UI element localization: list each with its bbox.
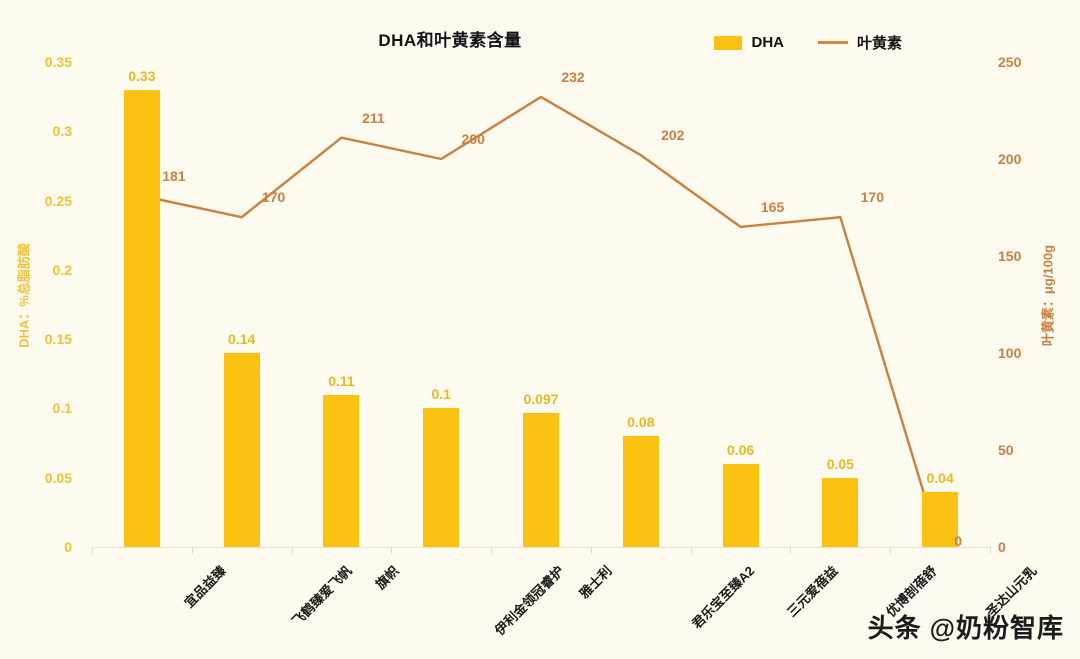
line-value-label: 0 [954,533,963,549]
line-value-label: 211 [362,109,385,126]
bar-value-label: 0.08 [627,414,655,431]
x-axis-tick [890,547,892,554]
bar[interactable] [722,463,759,547]
legend-label-dha: DHA [751,34,784,51]
line-value-label: 202 [661,127,685,144]
watermark-source: 头条 [867,613,922,643]
right-axis-tick-label: 150 [998,248,1022,264]
line-value-label: 170 [860,189,885,206]
bar-value-label: 0.14 [228,331,256,347]
x-axis-category-label[interactable]: 雅士利 [576,563,615,602]
lutein-line-series [141,95,942,548]
x-axis-tick [191,547,193,554]
chart-title: DHA和叶黄素含量 [378,31,522,50]
bar[interactable] [223,353,260,547]
left-axis-tick-label: 0.25 [44,192,72,209]
legend-item-dha[interactable]: DHA [714,34,784,51]
bar[interactable] [523,412,559,547]
left-axis-tick-label: 0.1 [52,400,72,417]
x-axis-category-label[interactable]: 旗帜 [373,563,403,593]
right-axis-tick-label: 250 [998,54,1022,70]
x-axis-tick [291,547,293,554]
line-value-label: 181 [162,167,186,184]
right-axis-tick-label: 50 [998,442,1014,458]
left-axis-tick-label: 0.3 [52,123,72,140]
bar[interactable] [423,408,460,547]
plot-area: 0.33 0.14 0.11 0.1 0.097 0.08 0.06 0.05 0.04 181 1… [92,62,990,549]
bar[interactable] [123,89,160,547]
left-axis-tick-label: 0.35 [44,54,72,70]
bar-value-label: 0.06 [726,441,755,458]
x-axis-category-label[interactable]: 君乐宝至臻A2 [688,563,758,632]
bar[interactable] [922,491,959,547]
line-swatch-icon [817,41,848,44]
x-axis-tick [491,547,493,554]
left-axis-ticks: 0 0.05 0.1 0.15 0.2 0.25 0.3 0.35 [12,0,72,659]
line-value-label: 200 [461,131,485,147]
x-axis-tick [391,547,393,554]
right-axis-tick-label: 200 [998,151,1022,167]
bar[interactable] [622,436,659,547]
x-axis-line [92,547,990,548]
line-value-label: 170 [261,189,286,206]
bar-value-label: 0.097 [523,390,559,407]
bar-value-label: 0.33 [128,67,156,84]
x-axis-category-label[interactable]: 三元爱蓓益 [783,563,841,620]
watermark: 头条 @奶粉智库 [868,608,1064,645]
bar-value-label: 0.05 [826,455,854,472]
bar-value-label: 0.1 [431,386,451,403]
x-axis-category-label[interactable]: 伊利金领冠睿护 [491,563,567,639]
legend-label-lutein: 叶黄素 [856,35,902,52]
x-axis-tick [790,547,792,554]
x-axis-category-label[interactable]: 飞鹤臻爱飞帆 [288,563,355,629]
bar-value-label: 0.04 [926,469,954,486]
x-axis-tick [590,547,592,554]
left-axis-tick-label: 0 [64,539,72,555]
right-axis-ticks: 0 50 100 150 200 250 [998,0,1058,659]
watermark-handle: @奶粉智库 [929,613,1064,643]
x-axis-tick [690,547,692,554]
bar[interactable] [822,477,859,547]
right-axis-tick-label: 0 [998,539,1006,555]
bar-value-label: 0.11 [328,372,355,389]
line-value-label: 165 [760,198,785,215]
left-axis-tick-label: 0.2 [52,261,72,278]
x-axis-category-label[interactable]: 宜品益臻 [181,563,229,611]
right-axis-tick-label: 100 [998,345,1022,361]
bar[interactable] [323,394,360,547]
line-value-label: 232 [561,68,585,85]
x-axis-tick [990,547,991,554]
x-axis-tick [92,547,93,554]
chart-legend: DHA 叶黄素 [714,32,902,53]
left-axis-tick-label: 0.05 [44,469,72,486]
left-axis-tick-label: 0.15 [44,331,72,348]
lutein-polyline [141,95,942,548]
bar-swatch-icon [714,35,743,50]
legend-item-lutein[interactable]: 叶黄素 [817,32,902,53]
